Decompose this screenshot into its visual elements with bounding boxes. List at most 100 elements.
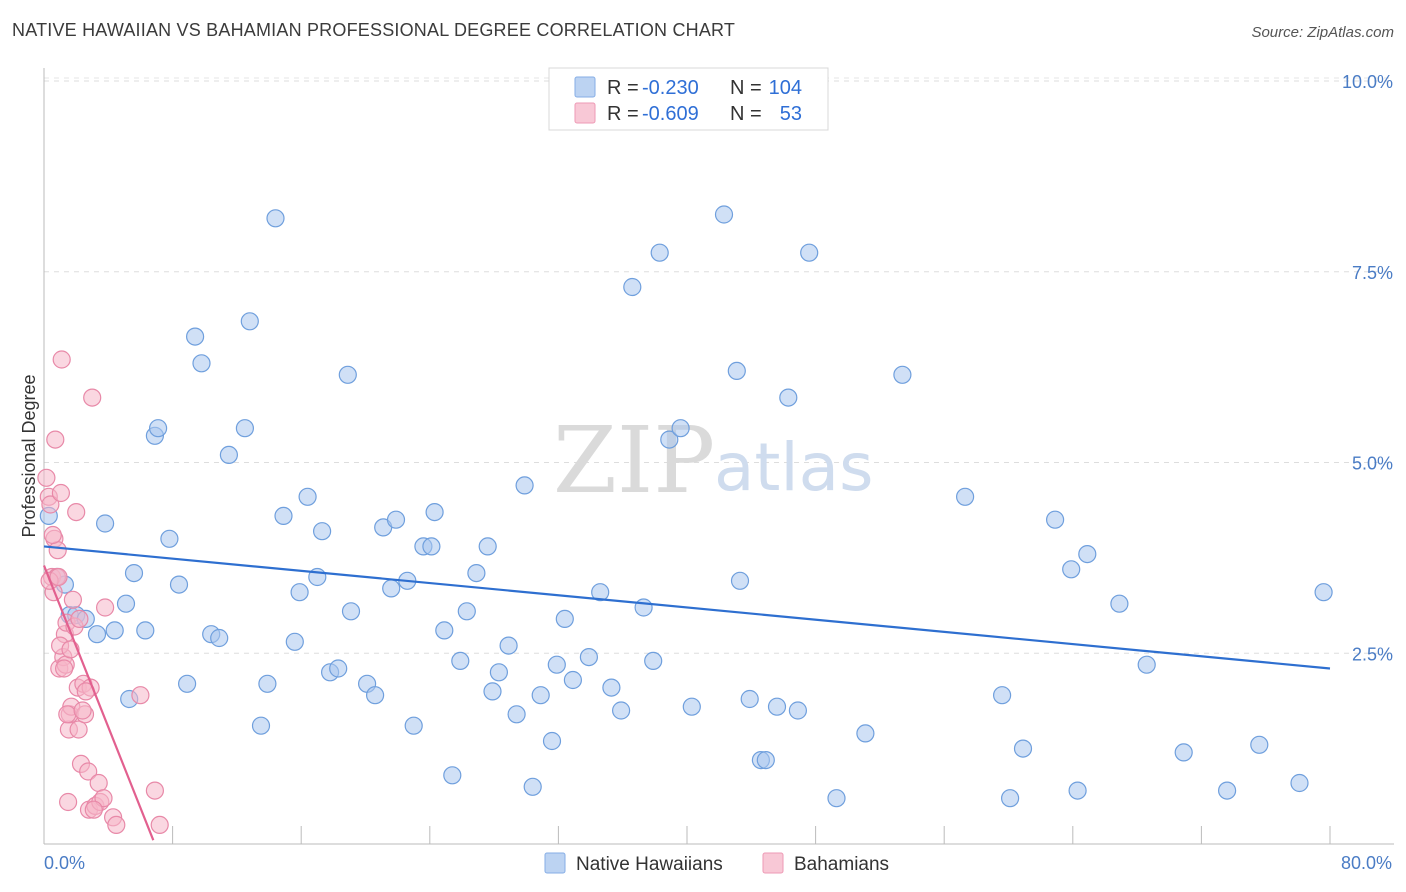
y-tick-label: 7.5% bbox=[1352, 263, 1393, 283]
data-point-native-hawaiian bbox=[489, 663, 508, 682]
data-point-native-hawaiian bbox=[650, 243, 669, 262]
y-tick-label: 5.0% bbox=[1352, 454, 1393, 474]
data-point-native-hawaiian bbox=[478, 537, 497, 556]
data-point-native-hawaiian bbox=[499, 636, 518, 655]
x-tick-label-max: 80.0% bbox=[1341, 853, 1392, 873]
y-tick-label: 2.5% bbox=[1352, 644, 1393, 664]
data-point-native-hawaiian bbox=[515, 476, 534, 495]
data-point-native-hawaiian bbox=[547, 655, 566, 674]
data-point-bahamian bbox=[46, 430, 65, 449]
data-point-native-hawaiian bbox=[451, 651, 470, 671]
data-point-native-hawaiian bbox=[1000, 789, 1020, 808]
legend-box: R = -0.230 N = 104 R = -0.609 N = 53 bbox=[548, 67, 829, 131]
bottom-legend-swatch-pink bbox=[762, 852, 784, 874]
trend-line-native-hawaiians bbox=[43, 545, 1331, 670]
data-point-native-hawaiian bbox=[338, 365, 357, 384]
data-point-bahamian bbox=[150, 815, 169, 835]
data-point-bahamian bbox=[67, 502, 86, 522]
data-point-native-hawaiian bbox=[1174, 743, 1193, 762]
chart-source: Source: ZipAtlas.com bbox=[1251, 24, 1394, 41]
data-point-bahamian bbox=[89, 773, 108, 793]
data-point-native-hawaiian bbox=[800, 243, 819, 262]
data-point-native-hawaiian bbox=[274, 506, 293, 526]
data-point-bahamian bbox=[70, 609, 89, 629]
data-point-native-hawaiian bbox=[563, 670, 583, 690]
data-point-native-hawaiian bbox=[634, 598, 653, 617]
data-point-native-hawaiian bbox=[149, 419, 168, 438]
data-point-bahamian bbox=[63, 590, 83, 609]
data-point-native-hawaiian bbox=[767, 697, 787, 716]
data-point-native-hawaiian bbox=[298, 487, 317, 506]
data-point-native-hawaiian bbox=[178, 674, 197, 693]
data-point-native-hawaiian bbox=[87, 625, 107, 644]
data-point-bahamian bbox=[37, 468, 56, 487]
bottom-legend-swatch-blue bbox=[544, 852, 566, 874]
watermark-zip: ZIP bbox=[553, 407, 715, 514]
data-point-native-hawaiian bbox=[329, 659, 348, 678]
data-point-native-hawaiian bbox=[116, 594, 136, 613]
data-point-bahamian bbox=[84, 800, 103, 819]
data-point-native-hawaiian bbox=[660, 430, 679, 449]
series-bahamians bbox=[37, 350, 169, 835]
data-point-native-hawaiian bbox=[240, 312, 259, 331]
data-point-native-hawaiian bbox=[579, 647, 599, 667]
chart-title: NATIVE HAWAIIAN VS BAHAMIAN PROFESSIONAL… bbox=[12, 20, 736, 40]
data-point-native-hawaiian bbox=[1217, 781, 1237, 800]
data-point-native-hawaiian bbox=[682, 697, 701, 716]
legend-r-label-pink: R = bbox=[607, 103, 639, 125]
data-point-native-hawaiian bbox=[623, 277, 642, 297]
data-point-native-hawaiian bbox=[443, 766, 462, 785]
data-point-native-hawaiian bbox=[555, 609, 574, 629]
data-point-native-hawaiian bbox=[483, 682, 502, 701]
data-point-native-hawaiian bbox=[1062, 560, 1081, 579]
data-point-native-hawaiian bbox=[1078, 544, 1097, 564]
data-point-native-hawaiian bbox=[192, 354, 211, 373]
data-point-native-hawaiian bbox=[386, 510, 406, 529]
data-point-native-hawaiian bbox=[611, 701, 631, 720]
data-point-native-hawaiian bbox=[382, 579, 401, 598]
data-point-bahamian bbox=[51, 483, 71, 503]
data-point-native-hawaiian bbox=[160, 529, 179, 548]
data-point-bahamian bbox=[58, 792, 78, 812]
legend-n-value-pink: 53 bbox=[780, 103, 802, 125]
data-point-native-hawaiian bbox=[1013, 739, 1033, 758]
data-point-native-hawaiian bbox=[422, 537, 441, 556]
data-point-bahamian bbox=[107, 815, 126, 835]
data-point-bahamian bbox=[48, 541, 67, 560]
grid-lines bbox=[44, 77, 1394, 654]
data-point-native-hawaiian bbox=[893, 365, 912, 384]
data-point-native-hawaiian bbox=[1250, 735, 1269, 754]
data-point-native-hawaiian bbox=[251, 716, 271, 735]
data-point-bahamian bbox=[131, 686, 150, 705]
data-point-bahamian bbox=[145, 781, 164, 800]
bottom-legend: Native Hawaiians Bahamians bbox=[544, 852, 889, 875]
data-point-native-hawaiian bbox=[285, 632, 304, 651]
data-point-bahamian bbox=[41, 495, 60, 514]
data-point-native-hawaiian bbox=[95, 514, 115, 533]
data-point-native-hawaiian bbox=[523, 777, 542, 796]
legend-n-value-blue: 104 bbox=[769, 77, 802, 99]
data-point-bahamian bbox=[43, 525, 62, 545]
data-point-native-hawaiian bbox=[435, 621, 454, 640]
data-point-native-hawaiian bbox=[186, 327, 205, 346]
data-point-native-hawaiian bbox=[210, 628, 229, 648]
data-point-native-hawaiian bbox=[788, 701, 808, 720]
data-point-bahamian bbox=[54, 659, 74, 678]
data-point-native-hawaiian bbox=[714, 205, 734, 224]
data-point-native-hawaiian bbox=[266, 209, 285, 228]
data-point-native-hawaiian bbox=[124, 563, 144, 583]
data-point-native-hawaiian bbox=[290, 583, 309, 602]
data-point-native-hawaiian bbox=[105, 621, 124, 640]
watermark-atlas: atlas bbox=[714, 429, 874, 506]
data-point-native-hawaiian bbox=[827, 789, 846, 808]
data-point-native-hawaiian bbox=[258, 674, 277, 693]
data-point-native-hawaiian bbox=[136, 621, 155, 640]
data-point-native-hawaiian bbox=[671, 419, 690, 438]
data-point-bahamian bbox=[49, 567, 68, 587]
data-point-native-hawaiian bbox=[740, 689, 759, 709]
data-point-native-hawaiian bbox=[467, 563, 486, 583]
data-point-native-hawaiian bbox=[756, 750, 775, 770]
data-point-native-hawaiian bbox=[1314, 583, 1333, 602]
data-point-native-hawaiian bbox=[1290, 773, 1309, 793]
data-point-native-hawaiian bbox=[602, 678, 621, 697]
